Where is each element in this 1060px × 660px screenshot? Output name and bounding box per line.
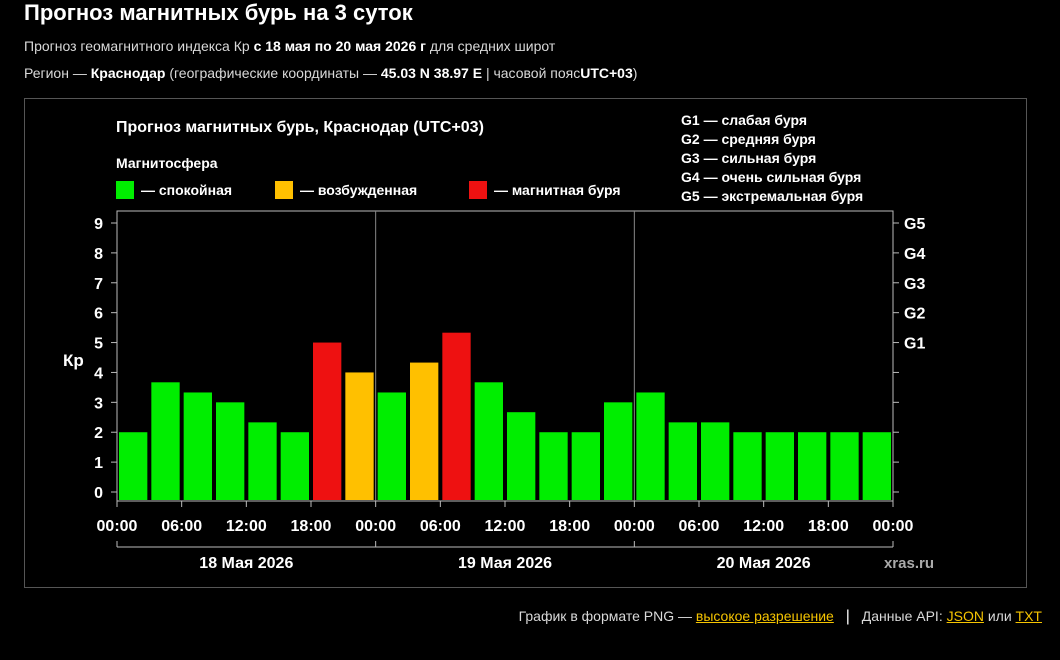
api-prefix: Данные API: [861,608,943,624]
txt-link[interactable]: TXT [1015,608,1042,624]
chart-frame: Прогноз магнитных бурь, Краснодар (UTC+0… [24,98,1027,588]
chart-title: Прогноз магнитных бурь, Краснодар (UTC+0… [116,119,484,136]
bar [765,432,794,500]
day-label: 19 Мая 2026 [458,555,552,572]
y-tick-label: 8 [94,246,103,263]
day-label: 20 Мая 2026 [717,555,811,572]
x-tick-label: 12:00 [226,518,267,535]
bar [862,432,891,500]
legend-label-storm: — магнитная буря [494,182,621,198]
forecast-subtitle: Прогноз геомагнитного индекса Кр с 18 ма… [24,38,555,54]
region-prefix: Регион — [24,65,87,81]
legend-label-calm: — спокойная [141,182,232,198]
region-name: Краснодар [90,65,166,81]
coords-value: 45.03 N 38.97 E [380,65,483,81]
x-tick-label: 00:00 [97,518,138,535]
high-res-link[interactable]: высокое разрешение [695,608,834,624]
y-axis-label: Кр [63,351,84,370]
g-scale-item: G5 — экстремальная буря [681,188,863,204]
legend-swatch-calm [116,181,134,199]
x-tick-label: 06:00 [679,518,720,535]
y-tick-label: 0 [94,485,103,502]
bar [119,432,148,500]
x-tick-label: 00:00 [355,518,396,535]
y-tick-label: 5 [94,336,103,353]
bar [183,392,212,500]
footer-separator: | [845,608,850,625]
y-tick-label: 1 [94,455,103,472]
bar [216,402,245,500]
png-prefix: График в формате PNG — [518,608,692,624]
g-tick-label: G4 [904,246,925,263]
y-tick-label: 6 [94,306,103,323]
bar [798,432,827,500]
bar [830,432,859,500]
y-tick-label: 2 [94,425,103,442]
legend-swatch-storm [469,181,487,199]
page-title: Прогноз магнитных бурь на 3 суток [24,0,413,25]
x-tick-label: 18:00 [291,518,332,535]
bar [539,432,568,500]
legend-label-active: — возбужденная [300,182,417,198]
tz-prefix: | часовой пояс [485,65,581,81]
g-tick-label: G2 [904,306,925,323]
day-label: 18 Мая 2026 [199,555,293,572]
kp-chart: Прогноз магнитных бурь, Краснодар (UTC+0… [63,112,934,572]
date-range: с 18 мая по 20 мая 2026 г [253,38,426,54]
y-tick-label: 7 [94,276,103,293]
g-tick-label: G1 [904,336,925,353]
g-scale-item: G2 — средняя буря [681,131,816,147]
bar [474,382,503,500]
footer: График в формате PNG — высокое разрешени… [519,608,1042,626]
y-tick-label: 3 [94,395,103,412]
legend-swatch-active [275,181,293,199]
g-scale-item: G3 — сильная буря [681,150,816,166]
bar [668,422,697,500]
bar [410,362,439,500]
x-tick-label: 06:00 [161,518,202,535]
x-tick-label: 00:00 [873,518,914,535]
subtitle-suffix: для средних широт [429,38,556,54]
bar [377,392,406,500]
bar [571,432,600,500]
region-line: Регион — Краснодар (географические коорд… [24,65,637,81]
g-tick-label: G3 [904,276,925,293]
bar [701,422,730,500]
bar [248,422,277,500]
g-scale-item: G1 — слабая буря [681,112,807,128]
region-suffix: ) [632,65,638,81]
bar [151,382,180,500]
x-tick-label: 12:00 [485,518,526,535]
g-scale-item: G4 — очень сильная буря [681,169,861,185]
x-tick-label: 12:00 [743,518,784,535]
bar [345,372,374,500]
x-tick-label: 18:00 [549,518,590,535]
x-tick-label: 06:00 [420,518,461,535]
legend-title: Магнитосфера [116,155,218,171]
bar [280,432,309,500]
subtitle-prefix: Прогноз геомагнитного индекса Кр [24,38,250,54]
or-text: или [987,608,1012,624]
y-tick-label: 4 [94,365,103,382]
coords-prefix: (географические координаты — [169,65,377,81]
g-tick-label: G5 [904,216,925,233]
bar [636,392,665,500]
watermark: xras.ru [884,555,934,572]
bar [604,402,633,500]
y-tick-label: 9 [94,216,103,233]
tz-value: UTC+03 [580,65,633,81]
x-tick-label: 18:00 [808,518,849,535]
bar [507,412,536,500]
bar [313,342,342,500]
json-link[interactable]: JSON [946,608,984,624]
bar [442,332,471,500]
x-tick-label: 00:00 [614,518,655,535]
bar [733,432,762,500]
